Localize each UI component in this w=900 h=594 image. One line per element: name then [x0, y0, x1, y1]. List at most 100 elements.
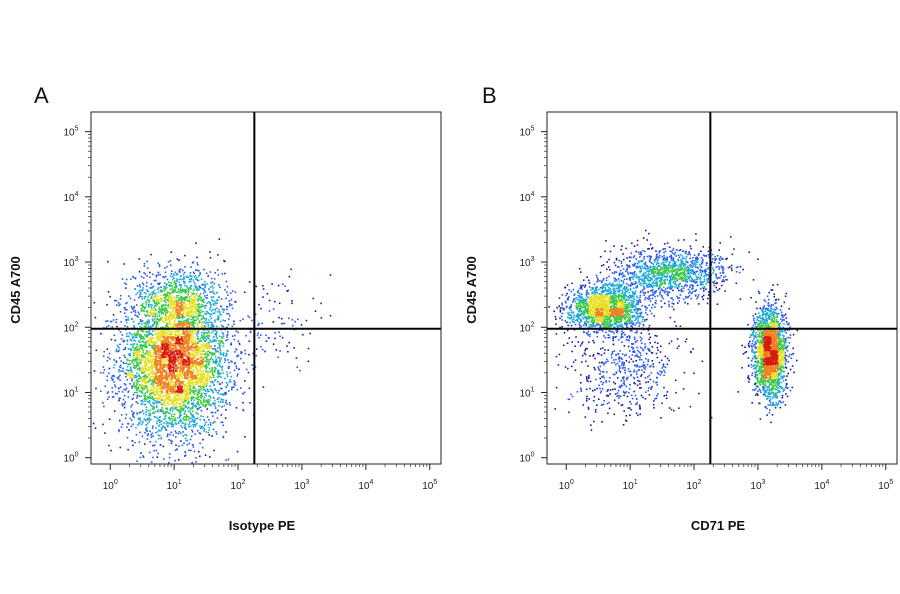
- event-point: [179, 411, 182, 413]
- event-point: [167, 383, 170, 386]
- event-point: [177, 362, 180, 364]
- event-point: [275, 349, 278, 351]
- event-point: [151, 346, 153, 348]
- event-point: [178, 445, 180, 447]
- event-point: [193, 288, 195, 291]
- event-point: [236, 355, 238, 358]
- event-point: [179, 305, 182, 308]
- event-point: [130, 343, 132, 346]
- event-point: [174, 286, 176, 288]
- event-point: [134, 288, 136, 290]
- event-point: [176, 299, 178, 302]
- event-point: [184, 322, 186, 324]
- event-point: [182, 288, 184, 291]
- event-point: [153, 355, 155, 358]
- event-point: [200, 354, 203, 357]
- event-point: [218, 238, 221, 240]
- event-point: [170, 273, 173, 275]
- event-point: [139, 336, 141, 338]
- event-point: [172, 376, 174, 379]
- event-point: [182, 369, 184, 371]
- event-point: [122, 361, 125, 364]
- event-point: [153, 364, 155, 366]
- event-point: [141, 309, 143, 311]
- event-point: [203, 326, 206, 328]
- event-point: [219, 320, 222, 323]
- event-point: [184, 319, 186, 322]
- event-point: [181, 383, 184, 385]
- event-point: [182, 303, 184, 306]
- event-point: [193, 421, 196, 424]
- event-point: [169, 260, 172, 262]
- event-point: [150, 371, 153, 374]
- event-point: [148, 417, 151, 419]
- event-point: [194, 299, 196, 301]
- event-point: [137, 378, 140, 381]
- event-point: [187, 395, 189, 398]
- event-point: [191, 302, 194, 305]
- event-point: [209, 388, 212, 391]
- event-point: [185, 400, 188, 402]
- event-point: [170, 356, 173, 359]
- event-point: [143, 322, 145, 324]
- event-point: [173, 324, 175, 326]
- event-point: [204, 400, 206, 403]
- event-point: [149, 271, 151, 274]
- event-point: [191, 275, 193, 278]
- event-point: [205, 383, 207, 385]
- event-point: [124, 324, 126, 327]
- event-point: [174, 385, 177, 388]
- event-point: [180, 407, 183, 410]
- event-point: [153, 373, 155, 376]
- event-point: [187, 307, 190, 309]
- event-point: [150, 309, 153, 312]
- event-point: [162, 403, 164, 405]
- event-point: [190, 340, 193, 343]
- event-point: [143, 370, 146, 372]
- event-point: [150, 356, 153, 358]
- event-point: [205, 375, 207, 377]
- event-point: [190, 288, 192, 290]
- event-point: [136, 372, 138, 374]
- event-point: [139, 353, 141, 356]
- event-point: [117, 345, 120, 348]
- event-point: [192, 352, 194, 355]
- event-point: [202, 381, 204, 384]
- event-point: [221, 406, 223, 408]
- event-point: [229, 292, 232, 294]
- event-point: [158, 338, 161, 341]
- event-point: [168, 387, 170, 390]
- event-point: [157, 360, 160, 363]
- event-point: [199, 287, 202, 289]
- event-point: [131, 404, 133, 406]
- event-point: [199, 352, 201, 354]
- event-point: [171, 351, 174, 353]
- event-point: [124, 356, 126, 359]
- event-point: [180, 390, 182, 393]
- event-point: [177, 395, 180, 397]
- event-point: [139, 335, 141, 337]
- event-point: [248, 340, 251, 342]
- event-point: [186, 330, 189, 332]
- event-point: [145, 411, 147, 413]
- event-point: [147, 319, 150, 321]
- event-point: [149, 394, 152, 397]
- event-point: [177, 390, 179, 393]
- event-point: [196, 375, 198, 378]
- event-point: [185, 378, 188, 381]
- event-point: [166, 286, 168, 289]
- event-point: [118, 366, 121, 368]
- event-point: [182, 431, 184, 433]
- event-point: [174, 377, 177, 380]
- event-point: [129, 360, 131, 362]
- event-point: [142, 287, 144, 289]
- event-point: [146, 289, 148, 291]
- event-point: [225, 354, 228, 356]
- event-point: [192, 360, 195, 363]
- event-point: [164, 386, 167, 389]
- event-point: [155, 374, 157, 377]
- event-point: [175, 306, 177, 308]
- event-point: [202, 399, 205, 402]
- event-point: [170, 288, 172, 290]
- event-point: [233, 383, 235, 385]
